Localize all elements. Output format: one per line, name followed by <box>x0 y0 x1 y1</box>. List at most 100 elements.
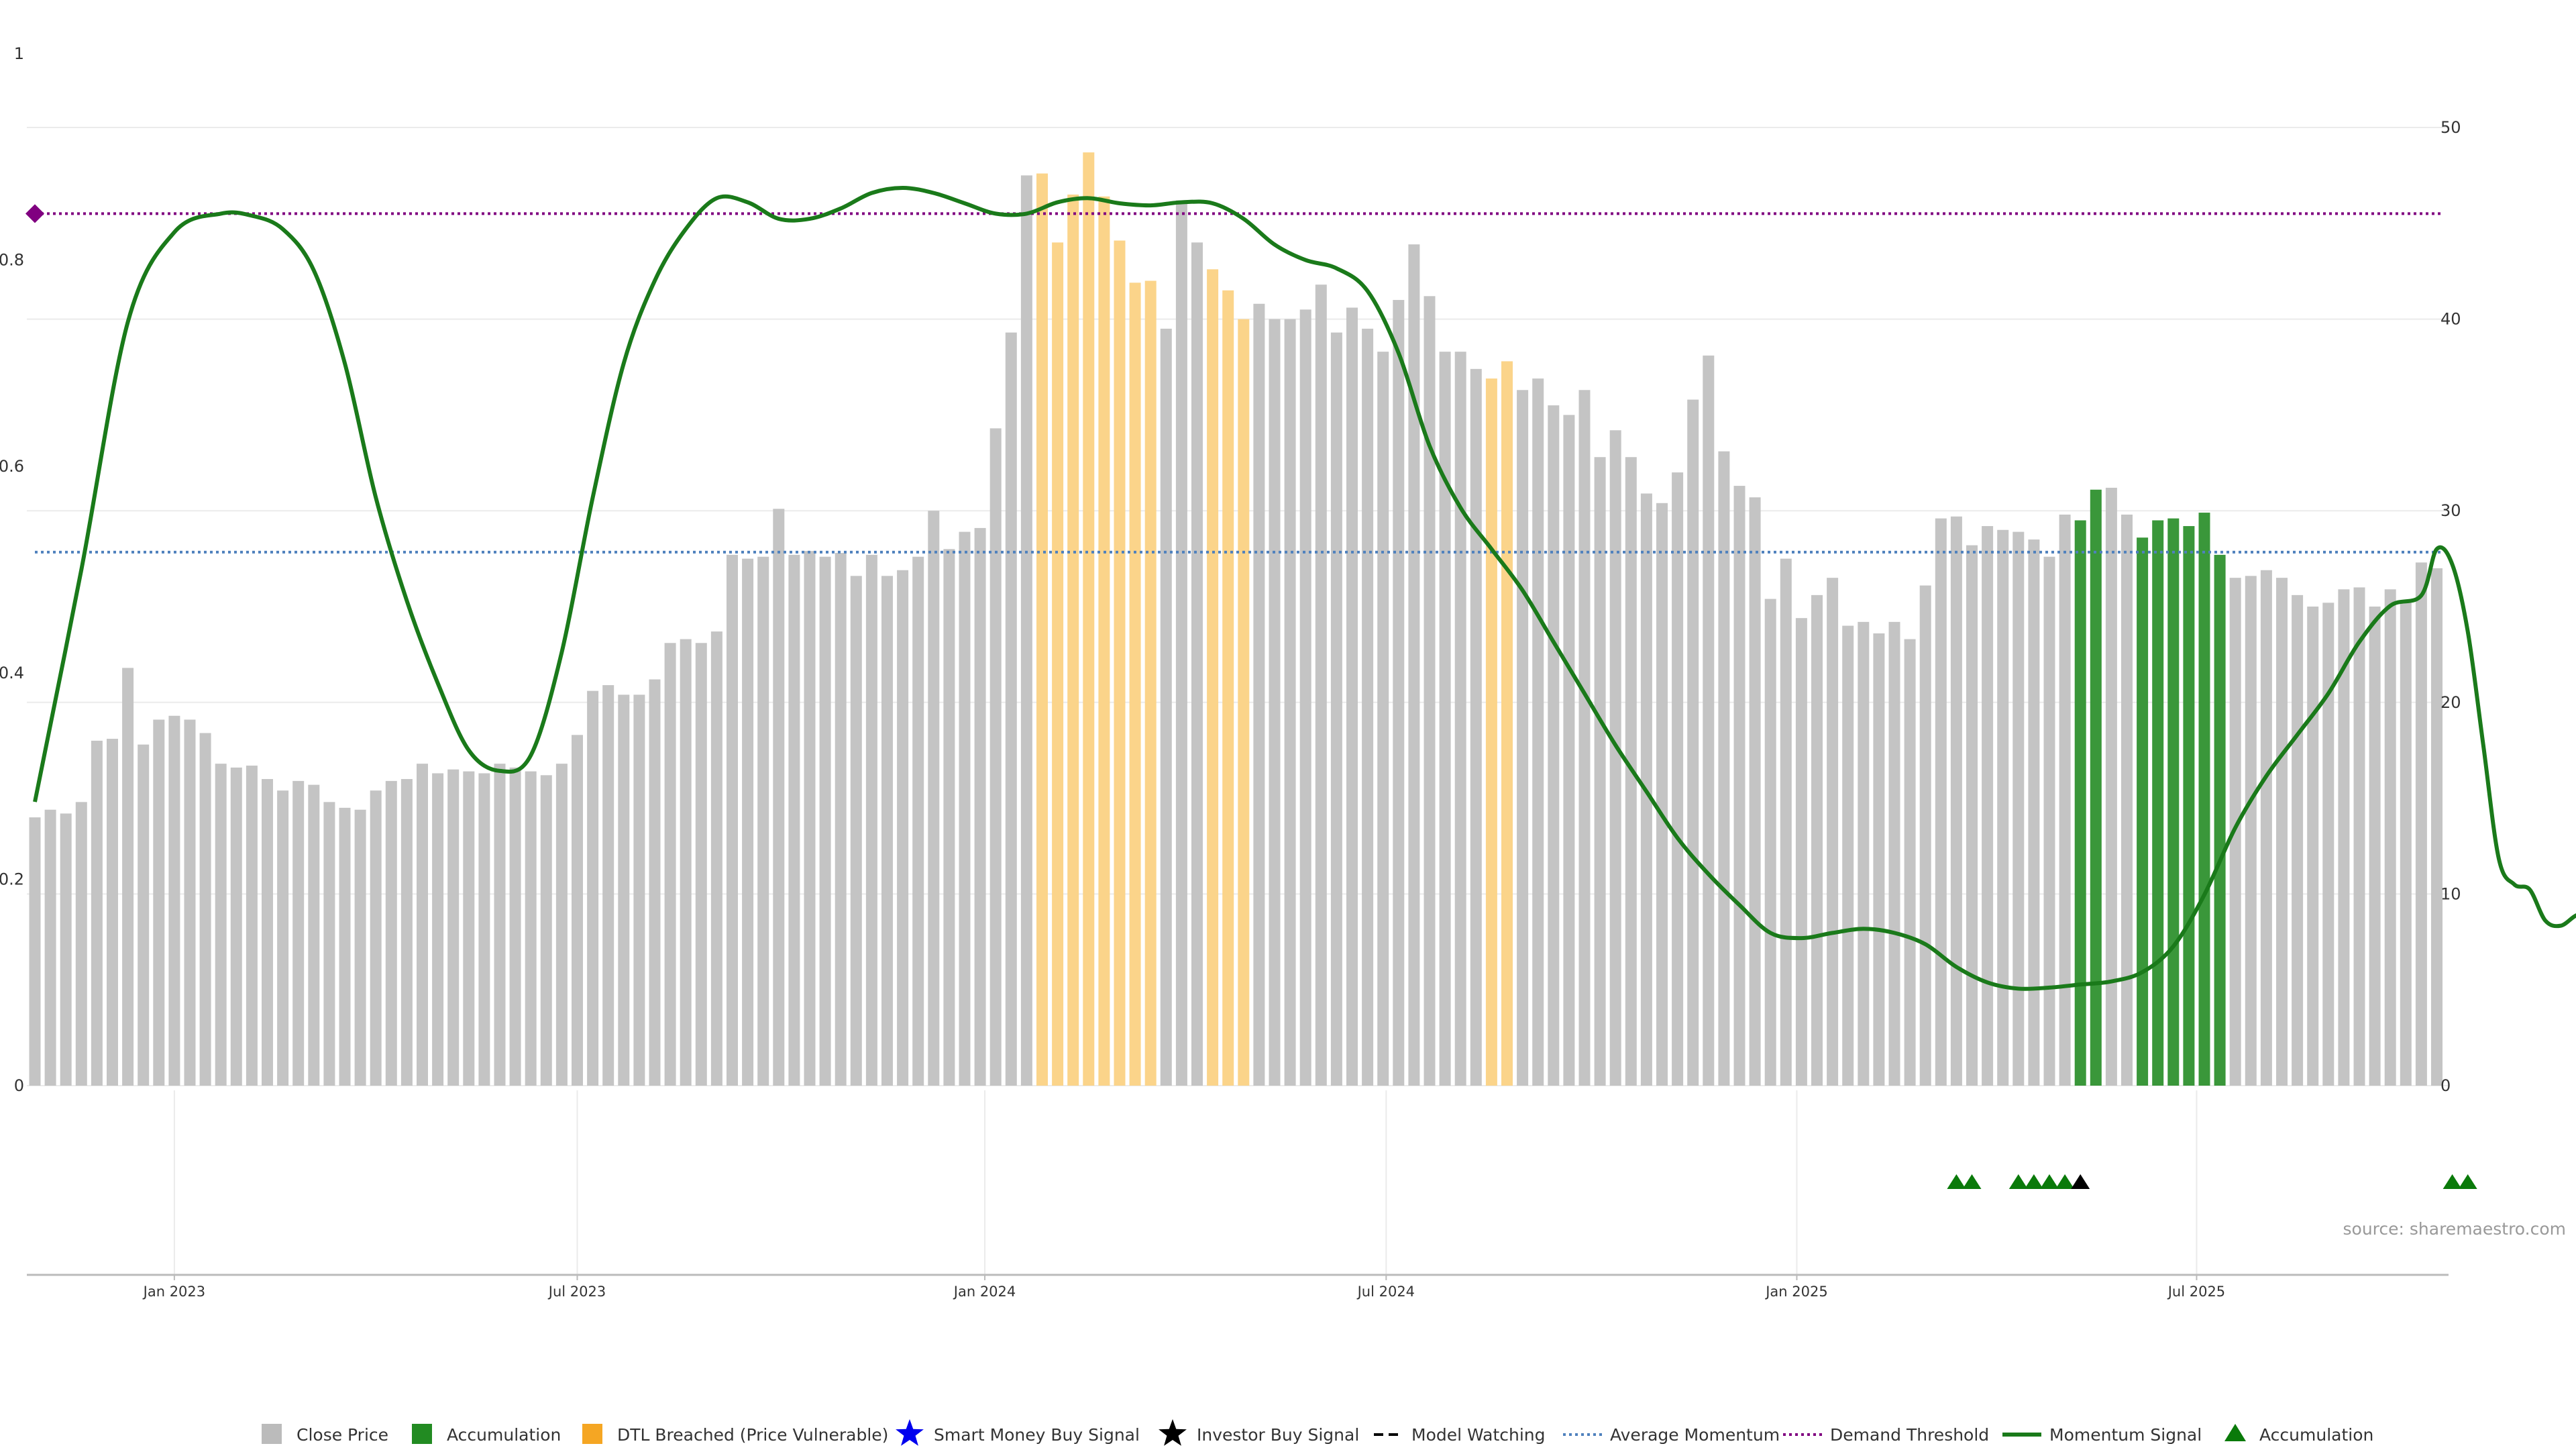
close-price-bar <box>230 767 242 1086</box>
close-price-bar <box>912 556 924 1086</box>
close-price-bar <box>400 779 413 1086</box>
left-axis-tick: 0.2 <box>0 870 24 888</box>
close-price-bar <box>1160 328 1172 1086</box>
close-price-bar <box>2121 514 2133 1086</box>
legend-item-avg: Average Momentum <box>1563 1425 1780 1445</box>
legend-label: Accumulation <box>2259 1425 2373 1445</box>
accumulation-bar <box>2074 520 2086 1086</box>
close-price-bar <box>1795 618 1807 1086</box>
accumulation-marker <box>1962 1174 1982 1189</box>
source-label: source: sharemaestro.com <box>2343 1219 2567 1239</box>
close-price-bar <box>2105 487 2117 1086</box>
close-price-bar <box>1563 415 1575 1086</box>
x-axis-tick-label: Jul 2023 <box>547 1284 606 1300</box>
x-axis-tick-label: Jan 2023 <box>142 1284 206 1300</box>
close-price-bar <box>1935 518 1947 1086</box>
dtl-breached-bar <box>1222 290 1234 1086</box>
close-price-bar <box>1284 319 1296 1086</box>
dtl-breached-bar <box>1501 361 1513 1086</box>
right-axis-tick: 30 <box>2440 501 2461 520</box>
close-price-bar <box>587 690 599 1086</box>
close-price-bar <box>1656 503 1668 1086</box>
close-price-bar <box>323 802 335 1086</box>
dtl-breached-bar <box>1114 240 1126 1086</box>
accumulation-bar <box>2137 537 2149 1086</box>
close-price-bar <box>1609 430 1621 1086</box>
right-axis-tick: 50 <box>2440 118 2461 137</box>
close-price-bar <box>680 639 692 1086</box>
right-axis-tick: 20 <box>2440 693 2461 712</box>
close-price-bar <box>1191 242 1203 1086</box>
accumulation-marker <box>2040 1174 2059 1189</box>
dtl-breached-bar <box>1067 194 1079 1086</box>
close-price-bar <box>417 764 428 1086</box>
close-price-bar <box>199 733 211 1086</box>
close-price-bar <box>819 556 831 1086</box>
close-price-bar <box>308 784 320 1086</box>
x-axis-tick-label: Jan 2025 <box>1764 1284 1828 1300</box>
close-price-bar <box>525 771 537 1086</box>
x-axis-tick-label: Jan 2024 <box>953 1284 1016 1300</box>
close-price-bar <box>1362 328 1374 1086</box>
close-price-bar <box>478 773 490 1086</box>
legend-label: Smart Money Buy Signal <box>934 1425 1140 1445</box>
close-price-bar <box>1532 378 1544 1086</box>
investor-buy-marker <box>2071 1174 2090 1189</box>
close-price-bar <box>974 527 986 1086</box>
close-price-bar <box>1594 457 1606 1086</box>
close-price-bar <box>1842 625 1854 1086</box>
close-price-bar <box>727 554 738 1086</box>
close-price-bar <box>989 428 1002 1086</box>
close-price-bar <box>168 715 180 1086</box>
close-price-bar <box>618 694 630 1086</box>
close-price-bar <box>788 554 800 1086</box>
close-price-bar <box>262 779 273 1086</box>
dtl-breached-bar <box>1144 280 1157 1086</box>
close-price-bar <box>2431 568 2443 1086</box>
close-price-bar <box>75 802 87 1086</box>
right-axis-tick: 10 <box>2440 884 2461 903</box>
close-price-bar <box>1517 390 1529 1086</box>
accumulation-marker <box>2443 1174 2462 1189</box>
close-price-bar <box>2012 531 2025 1086</box>
right-axis-tick: 0 <box>2440 1076 2451 1095</box>
close-price-bar <box>107 739 118 1086</box>
accumulation-bar <box>2152 520 2164 1086</box>
close-price-bar <box>1718 451 1730 1086</box>
left-axis-tick: 0 <box>14 1076 24 1095</box>
close-price-bar <box>710 631 722 1086</box>
close-price-bar <box>850 576 862 1086</box>
close-price-bar <box>928 511 940 1086</box>
close-price-bar <box>2059 514 2071 1086</box>
close-price-bar <box>277 790 289 1086</box>
legend-triangle-icon <box>2224 1424 2246 1441</box>
demand-threshold-diamond <box>25 204 44 223</box>
close-price-bar <box>664 643 676 1086</box>
close-price-bar <box>339 807 351 1086</box>
close-price-bar <box>1764 599 1776 1086</box>
close-price-bar <box>1439 352 1451 1086</box>
close-price-bar <box>1950 516 1962 1086</box>
close-price-bar <box>1408 244 1420 1086</box>
close-price-bar <box>1919 585 1931 1086</box>
left-axis-tick: 1 <box>14 44 24 63</box>
close-price-bar <box>2260 570 2272 1086</box>
close-price-bar <box>1346 307 1358 1086</box>
close-price-bar <box>1997 529 2009 1086</box>
close-price-bar <box>494 764 506 1086</box>
close-price-bar <box>292 780 305 1086</box>
momentum-signal-line <box>33 185 2576 991</box>
close-price-bar <box>881 576 893 1086</box>
close-price-bar <box>742 558 754 1086</box>
close-price-bar <box>1749 497 1761 1086</box>
close-price-bar <box>2028 539 2040 1086</box>
close-price-bar <box>1904 639 1916 1086</box>
legend-star-icon <box>1159 1419 1187 1446</box>
close-price-bar <box>695 643 707 1086</box>
close-price-bar <box>1269 319 1281 1086</box>
legend-label: Investor Buy Signal <box>1197 1425 1359 1445</box>
legend-label: Accumulation <box>447 1425 561 1445</box>
close-price-bar <box>153 719 165 1086</box>
close-price-bar <box>1470 368 1482 1086</box>
